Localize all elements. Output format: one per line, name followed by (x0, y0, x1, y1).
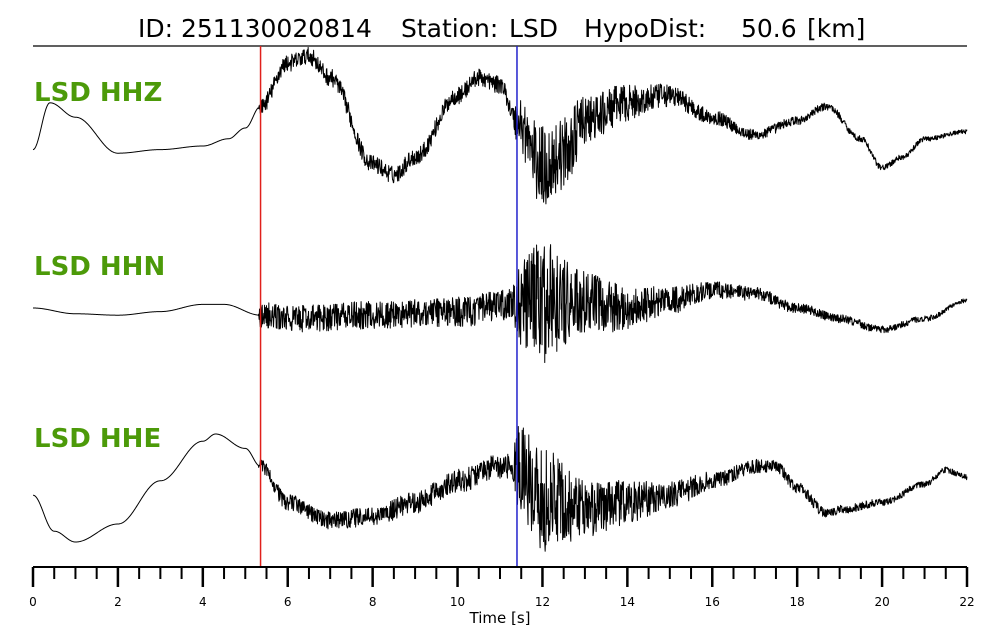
channel-label-lsd-hhe: LSD HHE (34, 424, 161, 454)
x-tick-label: 14 (620, 595, 635, 609)
channel-labels-group: LSD HHZ LSD HHN LSD HHE (34, 78, 165, 454)
title-hypodist-unit: [km] (807, 14, 865, 43)
trace-lsd-hhe (32, 425, 968, 552)
x-tick-label: 16 (705, 595, 720, 609)
channel-label-lsd-hhz: LSD HHZ (34, 78, 162, 108)
x-tick-label: 20 (874, 595, 889, 609)
title-hypodist-value: 50.6 (741, 14, 797, 43)
trace-lsd-hhn (32, 244, 968, 364)
x-tick-label: 2 (114, 595, 122, 609)
x-tick-label: 0 (29, 595, 37, 609)
x-tick-label: 18 (790, 595, 805, 609)
x-tick-label: 22 (959, 595, 974, 609)
time-axis: 0 2 4 6 8 10 12 14 16 18 20 22 (29, 566, 975, 609)
x-tick-label: 10 (450, 595, 465, 609)
traces-group (32, 46, 968, 552)
title-hypodist-label: HypoDist: (584, 14, 706, 43)
title-event-id: 251130020814 (181, 14, 372, 43)
x-axis-label: Time [s] (469, 609, 531, 627)
channel-label-lsd-hhn: LSD HHN (34, 252, 165, 282)
figure-title: ID: 251130020814 Station: LSD HypoDist: … (138, 14, 865, 43)
title-id-label: ID: (138, 14, 173, 43)
trace-lsd-hhz (32, 46, 968, 205)
x-tick-label: 8 (369, 595, 377, 609)
x-tick-label: 6 (284, 595, 292, 609)
x-tick-label: 12 (535, 595, 550, 609)
phase-picks-group (259, 46, 518, 567)
title-station-label: Station: (401, 14, 498, 43)
title-station-code: LSD (509, 14, 558, 43)
x-tick-label: 4 (199, 595, 207, 609)
